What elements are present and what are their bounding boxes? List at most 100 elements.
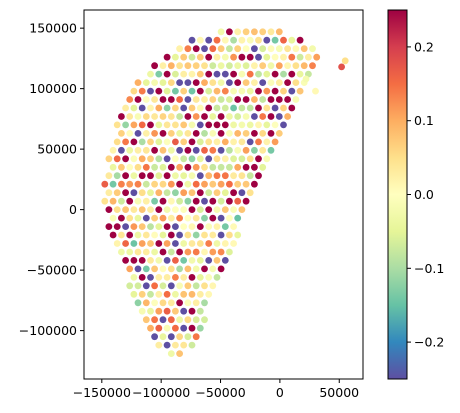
data-point xyxy=(142,214,150,222)
colorbar-tick-label: 0.1 xyxy=(414,113,434,128)
data-point xyxy=(242,45,250,53)
data-point xyxy=(234,146,242,154)
data-point xyxy=(130,206,138,214)
data-point xyxy=(101,197,109,205)
data-point xyxy=(192,96,200,103)
data-point xyxy=(118,214,125,222)
data-point xyxy=(155,240,163,247)
data-point xyxy=(159,316,167,324)
data-point xyxy=(234,214,242,222)
data-point xyxy=(188,138,196,146)
data-point xyxy=(147,324,154,332)
data-point xyxy=(217,197,225,205)
data-point xyxy=(292,62,300,70)
data-point xyxy=(122,172,129,180)
data-point xyxy=(188,290,196,298)
data-point xyxy=(184,130,192,137)
data-point xyxy=(242,130,250,137)
data-point xyxy=(271,53,279,61)
data-point xyxy=(138,290,146,298)
data-point xyxy=(263,104,271,112)
data-point xyxy=(180,240,188,247)
data-point xyxy=(275,62,283,70)
data-point xyxy=(118,130,125,137)
data-point xyxy=(242,146,250,154)
data-point xyxy=(180,307,188,315)
data-point xyxy=(134,180,142,188)
data-point xyxy=(155,87,163,95)
data-point xyxy=(217,96,225,103)
data-point xyxy=(159,96,167,103)
data-point xyxy=(255,172,262,180)
data-point xyxy=(234,163,242,171)
data-point xyxy=(192,282,200,290)
colorbar-tick-label: 0.2 xyxy=(414,39,434,54)
data-point xyxy=(163,121,171,129)
data-point xyxy=(138,307,146,315)
data-point xyxy=(251,62,258,70)
data-point xyxy=(263,53,271,61)
data-point xyxy=(192,180,200,188)
data-point xyxy=(147,172,154,180)
data-point xyxy=(180,274,188,281)
data-point xyxy=(142,231,150,239)
data-point xyxy=(288,36,296,44)
data-point xyxy=(176,214,184,222)
data-point xyxy=(201,96,208,103)
data-point xyxy=(309,62,316,70)
data-point xyxy=(234,231,242,239)
data-point xyxy=(159,248,167,256)
data-point xyxy=(130,155,138,163)
data-point xyxy=(242,163,250,171)
data-point xyxy=(201,180,208,188)
data-point xyxy=(172,70,179,78)
data-point xyxy=(159,79,167,86)
data-point xyxy=(209,45,217,53)
data-point xyxy=(122,257,129,264)
data-point xyxy=(188,257,196,264)
data-point xyxy=(151,62,159,70)
data-point xyxy=(118,197,125,205)
data-point xyxy=(184,96,192,103)
data-point xyxy=(118,146,125,154)
data-point xyxy=(275,45,283,53)
axes-frame xyxy=(83,9,364,380)
data-point xyxy=(151,96,159,103)
data-point xyxy=(217,62,225,70)
data-point xyxy=(184,62,192,70)
data-point xyxy=(205,155,213,163)
data-point xyxy=(213,104,221,112)
data-point xyxy=(118,180,125,188)
data-point xyxy=(280,104,287,112)
data-point xyxy=(188,274,196,281)
data-point xyxy=(255,53,262,61)
data-point xyxy=(221,240,229,247)
data-point xyxy=(288,104,296,112)
data-point xyxy=(213,121,221,129)
data-point xyxy=(280,36,287,44)
data-point xyxy=(176,62,184,70)
data-point xyxy=(196,87,204,95)
data-point xyxy=(217,163,225,171)
data-point xyxy=(246,53,254,61)
data-point xyxy=(255,36,262,44)
data-point xyxy=(246,104,254,112)
data-point xyxy=(151,163,159,171)
data-point xyxy=(142,163,150,171)
data-point xyxy=(180,206,188,214)
data-point xyxy=(226,163,233,171)
data-point xyxy=(184,231,192,239)
data-point xyxy=(163,257,171,264)
data-point xyxy=(155,172,163,180)
data-point xyxy=(188,172,196,180)
data-point xyxy=(188,155,196,163)
data-point xyxy=(196,240,204,247)
data-point xyxy=(209,197,217,205)
data-point xyxy=(230,70,238,78)
data-point xyxy=(180,53,188,61)
data-point xyxy=(251,28,258,36)
data-point xyxy=(221,138,229,146)
data-point xyxy=(221,36,229,44)
data-point xyxy=(163,87,171,95)
data-point xyxy=(167,265,175,273)
